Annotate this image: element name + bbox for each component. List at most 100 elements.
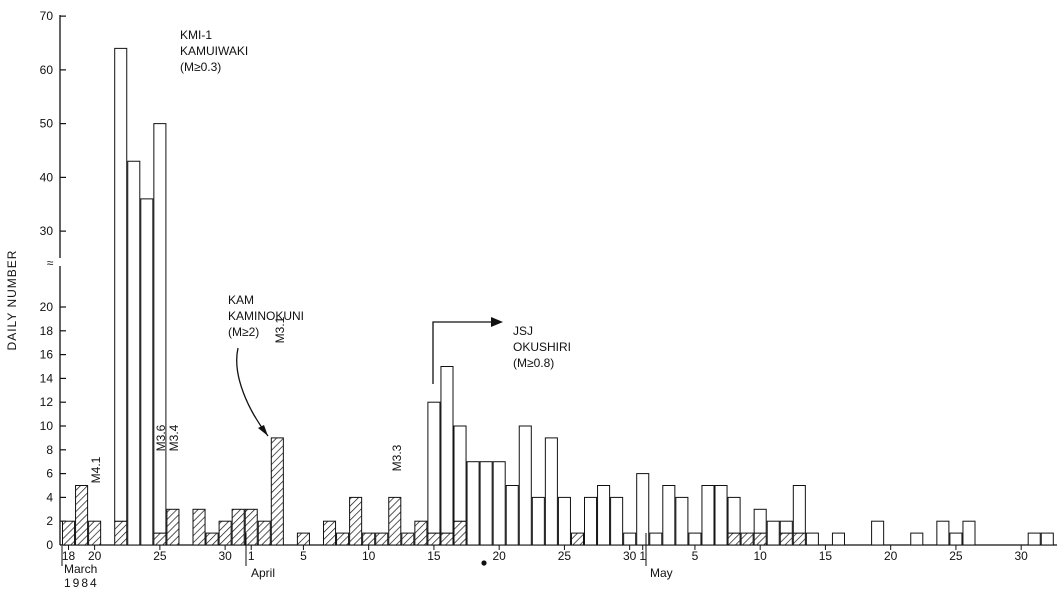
x-tick-label-14: 15: [819, 549, 833, 563]
station-label-kamuiwaki: KMI-1 KAMUIWAKI (M≥0.3): [180, 28, 248, 74]
bar-kamuiwaki-day-27: [415, 521, 427, 545]
x-tick-label-9: 25: [558, 549, 572, 563]
bar-okushiri-day-28: [428, 402, 440, 533]
bar-okushiri-day-48: [689, 533, 701, 545]
bar-okushiri-day-53: [754, 509, 766, 533]
y-tick-label-12: 12: [40, 395, 54, 409]
bar-okushiri-day-57: [806, 533, 818, 545]
bar-okushiri-day-34: [506, 486, 518, 546]
bar-okushiri-day-5: [128, 161, 140, 545]
kaminokuni-arrowhead: [258, 425, 268, 436]
bar-okushiri-day-65: [911, 533, 923, 545]
bar-kamuiwaki-day-30: [454, 521, 466, 545]
bar-okushiri-day-54: [767, 521, 779, 545]
bar-kamuiwaki-day-18: [297, 533, 309, 545]
bar-okushiri-day-67: [937, 521, 949, 545]
bar-okushiri-day-56: [793, 486, 805, 534]
x-tick-label-16: 25: [949, 549, 963, 563]
y-tick-label-30: 30: [40, 224, 54, 238]
bar-kamuiwaki-day-15: [258, 521, 270, 545]
x-tick-label-0: 18: [62, 549, 76, 563]
bar-kamuiwaki-day-4: [115, 521, 127, 545]
bar-okushiri-day-4: [115, 48, 127, 521]
bar-kamuiwaki-day-25: [389, 497, 401, 545]
bar-kamuiwaki-day-20: [324, 521, 336, 545]
bar-okushiri-day-42: [611, 497, 623, 545]
x-tick-label-13: 10: [753, 549, 767, 563]
bar-okushiri-day-69: [963, 521, 975, 545]
month-label-march: March: [64, 562, 97, 576]
bar-okushiri-day-33: [493, 462, 505, 545]
bar-okushiri-day-75: [1041, 533, 1053, 545]
bar-okushiri-day-30: [454, 426, 466, 521]
station-label-kaminokuni-code: KAM: [228, 293, 254, 307]
bar-okushiri-day-68: [950, 533, 962, 545]
bar-okushiri-day-50: [715, 486, 727, 546]
bar-kamuiwaki-day-13: [232, 509, 244, 545]
x-tick-label-15: 20: [884, 549, 898, 563]
x-tick-label-4: 1: [248, 549, 255, 563]
y-ticks: 0 2 4 6 8 10 12 14 16 18 20 30 40 50 60 70: [40, 9, 66, 552]
y-tick-label-10: 10: [40, 419, 54, 433]
year-label: 1984: [64, 576, 99, 590]
bar-okushiri-day-62: [872, 521, 884, 545]
station-label-kaminokuni: KAM KAMINOKUNI (M≥2): [228, 293, 304, 339]
annotation-m4-1: M4.1: [89, 456, 103, 483]
x-tick-label-8: 20: [492, 549, 506, 563]
x-tick-label-6: 10: [362, 549, 376, 563]
bar-kaminokuni-day-55: [780, 533, 792, 545]
bar-kamuiwaki-day-0: [63, 521, 75, 545]
station-label-okushiri-code: JSJ: [513, 324, 533, 338]
station-label-kamuiwaki-threshold: (M≥0.3): [180, 60, 221, 74]
annotation-m3-6: M3.6: [154, 424, 168, 451]
bar-okushiri-day-38: [558, 497, 570, 545]
bar-kamuiwaki-day-2: [89, 521, 101, 545]
y-tick-label-2: 2: [46, 514, 53, 528]
bar-okushiri-day-59: [832, 533, 844, 545]
y-tick-label-60: 60: [40, 63, 54, 77]
bar-kamuiwaki-day-29: [441, 533, 453, 545]
bar-kamuiwaki-day-24: [376, 533, 388, 545]
station-label-okushiri: JSJ OKUSHIRI (M≥0.8): [513, 324, 571, 370]
station-label-kaminokuni-threshold: (M≥2): [228, 325, 259, 339]
bar-okushiri-day-47: [676, 497, 688, 545]
bar-okushiri-day-74: [1028, 533, 1040, 545]
bar-kamuiwaki-day-14: [245, 509, 257, 545]
bar-kamuiwaki-day-22: [350, 497, 362, 545]
bar-kamuiwaki-day-28: [428, 533, 440, 545]
y-tick-label-4: 4: [46, 490, 53, 504]
bar-okushiri-day-51: [728, 497, 740, 533]
bar-kamuiwaki-day-21: [337, 533, 349, 545]
bar-kamuiwaki-day-1: [76, 486, 88, 546]
kaminokuni-arrow: [237, 348, 268, 436]
bar-okushiri-day-49: [702, 486, 714, 546]
x-tick-label-2: 25: [153, 549, 167, 563]
y-tick-label-40: 40: [40, 170, 54, 184]
x-tick-label-7: 15: [427, 549, 441, 563]
bar-okushiri-day-36: [532, 497, 544, 545]
x-tick-label-12: 5: [692, 549, 699, 563]
bar-okushiri-day-55: [780, 521, 792, 533]
station-label-okushiri-threshold: (M≥0.8): [513, 356, 554, 370]
bar-okushiri-day-35: [519, 426, 531, 545]
bar-kaminokuni-day-56: [793, 533, 805, 545]
bar-kamuiwaki-day-16: [271, 438, 283, 545]
station-label-kamuiwaki-code: KMI-1: [180, 28, 212, 42]
y-tick-label-6: 6: [46, 467, 53, 481]
bar-kamuiwaki-day-26: [402, 533, 414, 545]
bar-kamuiwaki-day-11: [206, 533, 218, 545]
x-tick-label-17: 30: [1014, 549, 1028, 563]
x-tick-label-1: 20: [88, 549, 102, 563]
y-axis-break-mark: ≈: [47, 256, 54, 270]
okushiri-arrowhead: [491, 317, 503, 327]
bar-kamuiwaki-day-10: [193, 509, 205, 545]
station-label-kamuiwaki-name: KAMUIWAKI: [180, 44, 248, 58]
bar-okushiri-day-41: [598, 486, 610, 546]
y-tick-label-16: 16: [40, 348, 54, 362]
bar-okushiri-day-45: [650, 533, 662, 545]
x-tick-label-5: 5: [300, 549, 307, 563]
month-label-april: April: [251, 566, 275, 580]
station-label-kaminokuni-name: KAMINOKUNI: [228, 309, 304, 323]
bar-okushiri-day-32: [480, 462, 492, 545]
bar-kaminokuni-day-52: [741, 533, 753, 545]
